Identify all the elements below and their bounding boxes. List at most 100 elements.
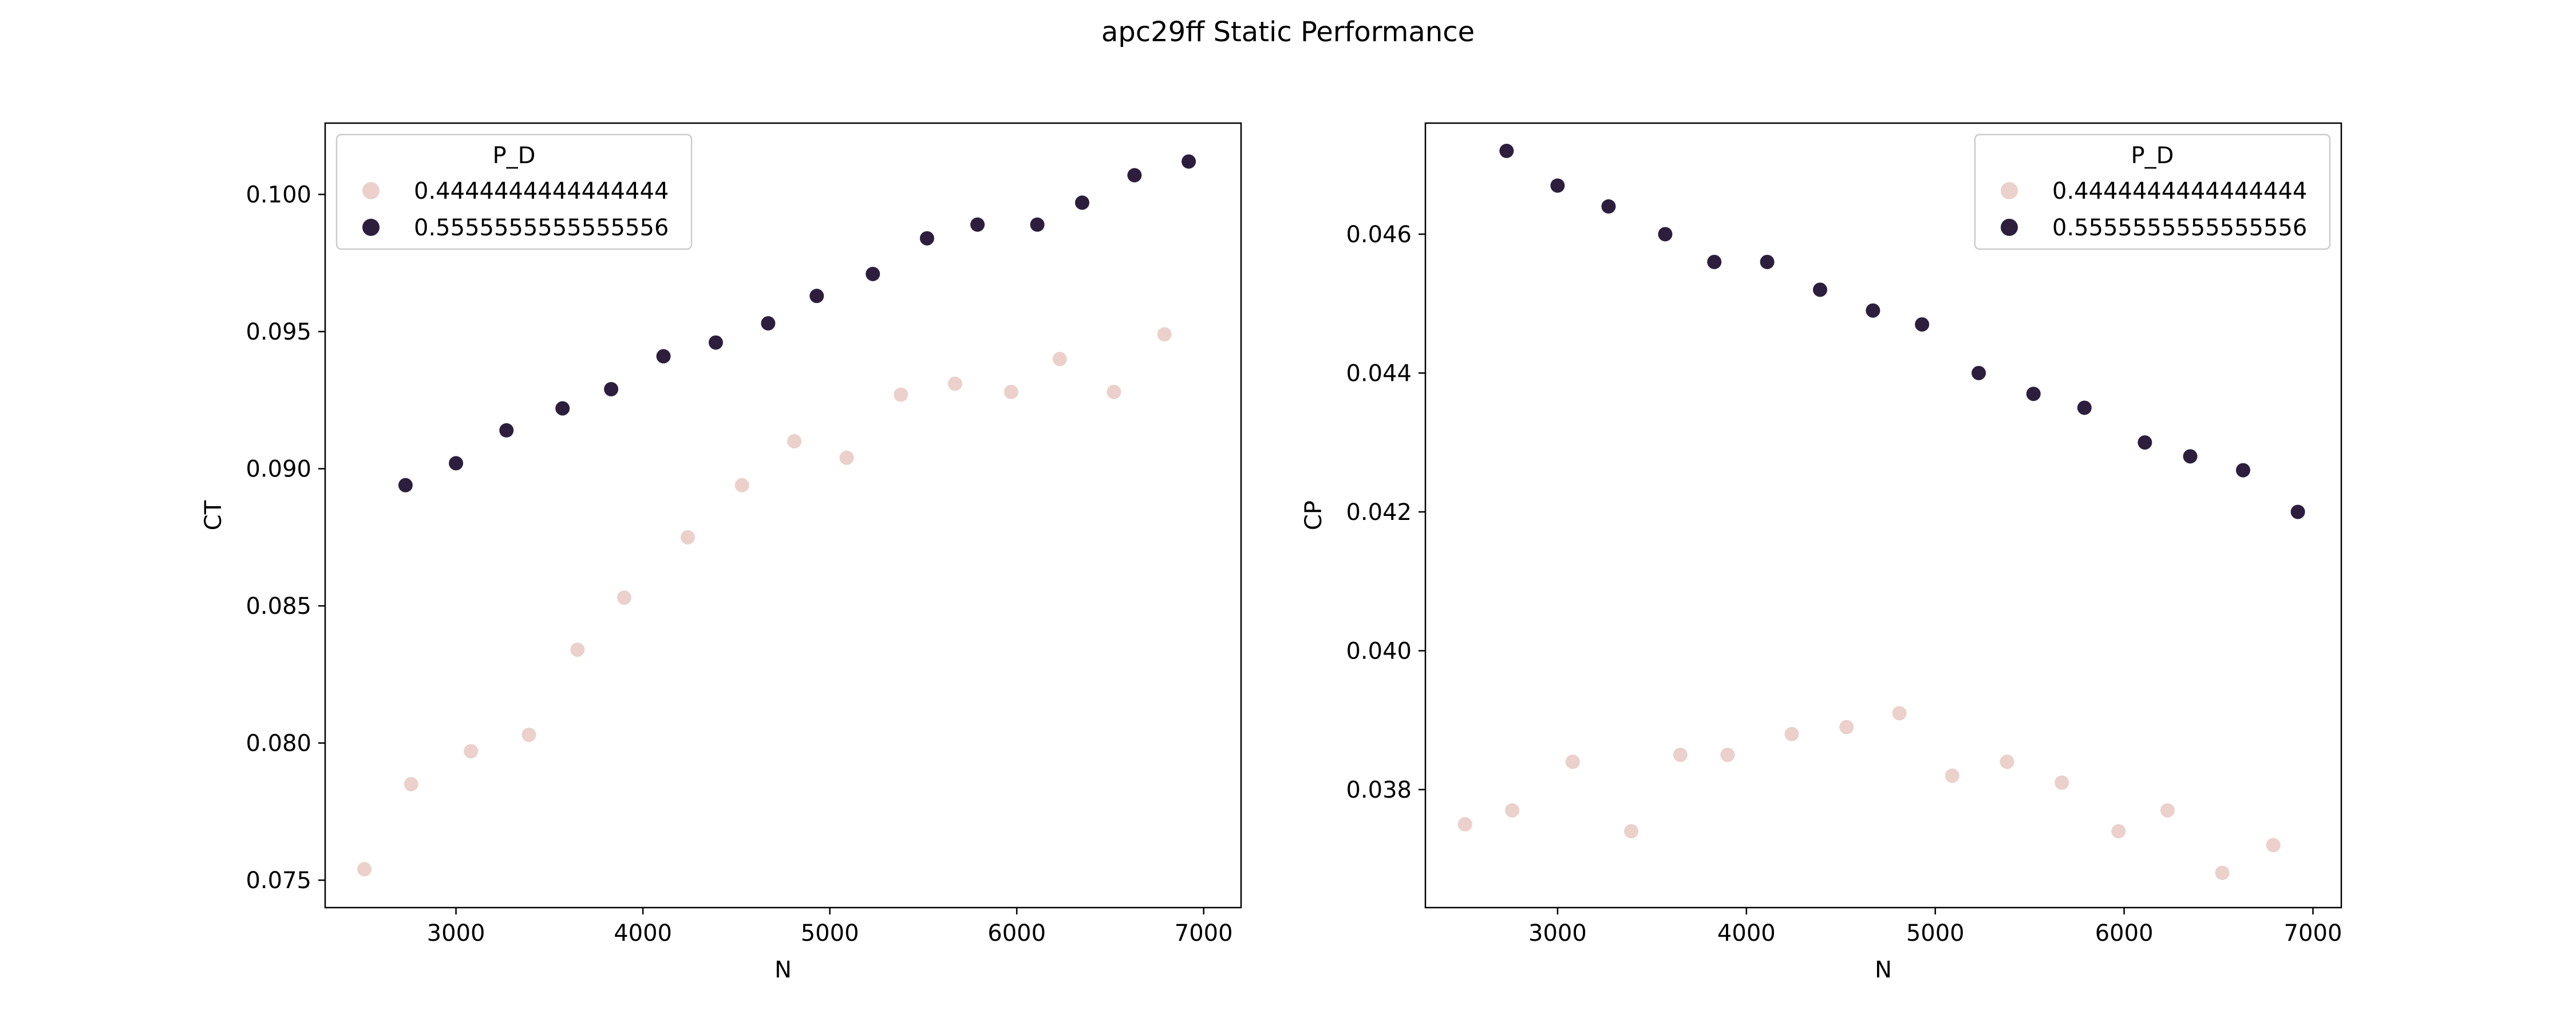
y-tick-label: 0.075 [246, 868, 311, 894]
data-point-series-2 [2026, 387, 2041, 401]
data-point-series-2 [1707, 254, 1722, 269]
x-tick-label: 7000 [2284, 920, 2342, 947]
x-tick-label: 3000 [1528, 920, 1587, 947]
legend-marker-series-1 [2001, 182, 2018, 199]
legend-label-series-1: 0.4444444444444444 [414, 178, 669, 204]
data-point-series-1 [1157, 327, 1172, 342]
data-point-series-2 [1760, 254, 1775, 269]
data-point-series-1 [1624, 824, 1639, 839]
data-point-series-1 [570, 642, 585, 657]
x-tick-label: 6000 [987, 920, 1046, 947]
data-point-series-1 [521, 727, 536, 742]
data-point-series-1 [839, 450, 854, 465]
data-point-series-1 [404, 776, 418, 791]
y-axis-label: CP [1301, 500, 1327, 530]
data-point-series-1 [2215, 865, 2230, 880]
x-tick-label: 6000 [2095, 920, 2154, 947]
data-point-series-2 [2138, 435, 2152, 450]
legend-label-series-1: 0.4444444444444444 [2052, 178, 2307, 204]
x-axis-label: N [1875, 957, 1892, 983]
legend: P_D 0.4444444444444444 0.5555555555555556 [335, 133, 693, 250]
data-point-series-1 [357, 862, 372, 877]
data-point-series-1 [2266, 838, 2281, 853]
axes-frame [324, 122, 1242, 909]
data-point-series-2 [1182, 154, 1196, 169]
data-point-series-2 [1915, 317, 1930, 332]
data-point-series-1 [787, 434, 802, 449]
legend: P_D 0.4444444444444444 0.5555555555555556 [1974, 133, 2331, 250]
data-point-series-2 [1601, 199, 1616, 214]
x-tick-label: 4000 [614, 920, 672, 947]
data-point-series-2 [2235, 463, 2250, 478]
legend-label-series-2: 0.5555555555555556 [414, 215, 669, 241]
data-point-series-1 [1505, 803, 1520, 818]
data-point-series-2 [2183, 449, 2198, 464]
y-tick-label: 0.046 [1346, 222, 1412, 248]
legend-title: P_D [493, 143, 536, 169]
y-tick-label: 0.040 [1346, 638, 1412, 664]
data-point-series-1 [734, 478, 749, 492]
figure-title: apc29ff Static Performance [1101, 16, 1475, 48]
data-point-series-2 [1658, 227, 1673, 242]
legend-marker-series-2 [2001, 219, 2018, 236]
y-axis-label: CT [200, 500, 227, 530]
legend-box [1974, 133, 2331, 250]
data-point-series-1 [680, 530, 695, 545]
data-point-series-1 [1052, 352, 1067, 366]
data-point-series-1 [947, 376, 962, 391]
data-point-series-1 [1945, 768, 1959, 783]
data-point-series-2 [1550, 178, 1565, 193]
data-point-series-2 [919, 231, 934, 246]
data-point-series-2 [2290, 504, 2305, 519]
data-point-series-2 [1971, 365, 1986, 380]
data-point-series-1 [1892, 706, 1907, 721]
data-point-series-1 [1673, 747, 1688, 762]
y-tick-label: 0.044 [1346, 360, 1412, 387]
data-point-series-1 [1107, 384, 1121, 399]
legend-marker-series-2 [362, 219, 380, 236]
y-tick-label: 0.095 [246, 319, 311, 345]
axes-frame [1424, 122, 2342, 909]
x-axis-label: N [775, 957, 792, 983]
data-point-series-2 [1499, 143, 1514, 158]
data-point-series-2 [970, 217, 985, 232]
x-tick-label: 3000 [427, 920, 485, 947]
data-point-series-2 [1127, 168, 1142, 183]
y-tick-label: 0.090 [246, 456, 311, 483]
x-tick-label: 5000 [1906, 920, 1965, 947]
data-point-series-1 [617, 590, 631, 605]
y-tick-label: 0.085 [246, 593, 311, 620]
data-point-series-2 [499, 423, 514, 438]
data-point-series-2 [555, 401, 570, 416]
data-point-series-1 [1003, 384, 1018, 399]
data-point-series-1 [1720, 747, 1735, 762]
data-point-series-2 [708, 335, 723, 350]
data-point-series-1 [2000, 754, 2014, 769]
data-point-series-1 [1784, 727, 1799, 742]
data-point-series-2 [866, 266, 880, 281]
y-tick-label: 0.080 [246, 731, 311, 757]
data-point-series-2 [2077, 400, 2092, 415]
data-point-series-1 [1565, 754, 1580, 769]
data-point-series-1 [2160, 803, 2175, 818]
subplot-2: 3000 4000 5000 6000 7000 0.038 0.040 0.042 0.044… [1301, 122, 2342, 983]
data-point-series-1 [2111, 824, 2126, 839]
y-tick-label: 0.038 [1346, 777, 1412, 803]
data-point-series-2 [1866, 303, 1880, 318]
x-tick-label: 5000 [801, 920, 859, 947]
data-point-series-1 [464, 744, 479, 759]
data-point-series-2 [604, 382, 619, 397]
data-point-series-2 [809, 289, 824, 303]
data-point-series-2 [656, 349, 671, 364]
legend-title: P_D [2131, 143, 2174, 169]
subplot-1: 3000 4000 5000 6000 7000 0.075 0.080 0.085 0.090… [200, 122, 1242, 983]
x-tick-label: 4000 [1717, 920, 1776, 947]
data-point-series-2 [761, 316, 776, 331]
data-point-series-2 [1030, 217, 1045, 232]
legend-box [335, 133, 693, 250]
x-tick-label: 7000 [1175, 920, 1233, 947]
data-point-series-1 [1457, 817, 1472, 832]
data-point-series-1 [1839, 720, 1854, 735]
